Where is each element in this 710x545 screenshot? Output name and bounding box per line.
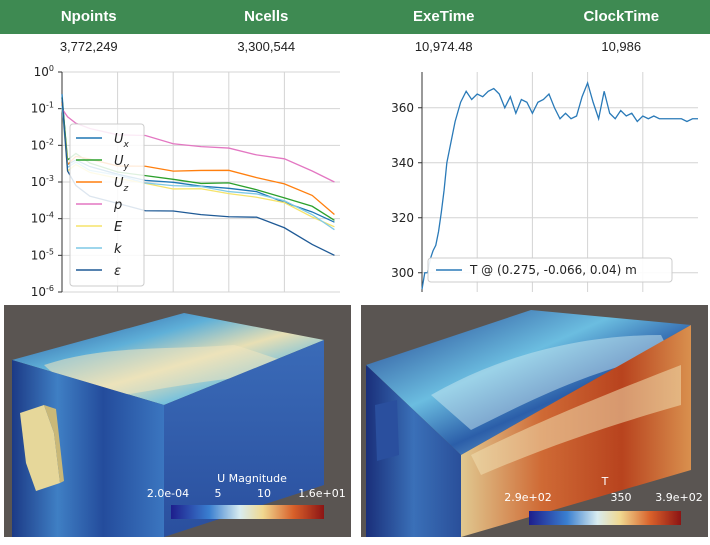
- probe-plot-panel[interactable]: 360 340 320 300 T @ (0.275, -0.066, 0.04) m: [360, 64, 706, 296]
- velocity-colorbar-min: 2.0e-04: [147, 487, 189, 500]
- header-exetime: ExeTime: [413, 8, 475, 25]
- header-clocktime: ClockTime: [583, 8, 660, 25]
- summary-values-row: 3,772,249 3,300,544 10,974.48 10,986: [0, 34, 710, 60]
- temperature-colorbar-title: T: [601, 475, 609, 488]
- velocity-box-render: U Magnitude 2.0e-04 5 10 1.6e+01: [12, 313, 346, 537]
- legend-label-E: E: [114, 220, 123, 235]
- temperature-colorbar: [529, 511, 681, 525]
- residuals-tick-label: 10-3: [31, 174, 54, 189]
- temperature-3d-view[interactable]: T 2.9e+02 350 3.9e+02: [361, 305, 708, 537]
- probe-plot-area: [422, 72, 698, 292]
- velocity-box-side: [164, 340, 324, 537]
- velocity-colorbar: [171, 505, 324, 519]
- legend-label-ε: ε: [114, 264, 121, 279]
- velocity-colorbar-tick-10: 10: [257, 487, 271, 500]
- residuals-tick-label: 100: [34, 64, 54, 79]
- legend-label-k: k: [114, 242, 122, 257]
- velocity-colorbar-tick-5: 5: [215, 487, 222, 500]
- probe-tick-label: 320: [391, 211, 414, 225]
- temperature-colorbar-tick-350: 350: [611, 491, 632, 504]
- temperature-colorbar-min: 2.9e+02: [504, 491, 551, 504]
- residuals-tick-label: 10-4: [31, 211, 54, 226]
- value-clocktime: 10,986: [601, 39, 642, 54]
- residuals-legend: [69, 123, 145, 287]
- residuals-tick-label: 10-5: [31, 247, 54, 262]
- legend-label-U_z: Uz: [114, 176, 129, 194]
- legend-label-U_x: Ux: [114, 132, 130, 150]
- probe-tick-label: 300: [391, 266, 414, 280]
- value-exetime: 10,974.48: [414, 39, 473, 54]
- temperature-box-render: T 2.9e+02 350 3.9e+02: [366, 310, 703, 537]
- header-ncells: Ncells: [244, 8, 289, 25]
- velocity-colorbar-max: 1.6e+01: [298, 487, 345, 500]
- value-npoints: 3,772,249: [59, 39, 118, 54]
- velocity-3d-view[interactable]: U Magnitude 2.0e-04 5 10 1.6e+01: [4, 305, 351, 537]
- legend-label-p: p: [113, 198, 122, 213]
- value-ncells: 3,300,544: [237, 39, 296, 54]
- probe-legend-label: T @ (0.275, -0.066, 0.04) m: [469, 263, 637, 277]
- probe-tick-label: 360: [391, 101, 414, 115]
- velocity-colorbar-title: U Magnitude: [217, 472, 287, 485]
- residuals-series-p: [61, 108, 335, 183]
- residuals-tick-label: 10-2: [31, 137, 54, 152]
- header-npoints: Npoints: [60, 8, 117, 25]
- inlet-patch: [20, 405, 60, 491]
- probe-series-temperature: [421, 80, 698, 290]
- outlet-patch: [375, 400, 399, 461]
- legend-label-U_y: Uy: [114, 154, 130, 172]
- residuals-tick-label: 10-6: [31, 284, 54, 296]
- probe-chart: 360 340 320 300 T @ (0.275, -0.066, 0.04) m: [391, 72, 698, 292]
- probe-legend: [427, 257, 673, 283]
- velocity-box-front: [12, 360, 164, 537]
- temperature-colorbar-max: 3.9e+02: [655, 491, 702, 504]
- residuals-tick-label: 10-1: [31, 101, 54, 116]
- probe-tick-label: 340: [391, 156, 414, 170]
- summary-header-row: Npoints Ncells ExeTime ClockTime: [0, 0, 710, 34]
